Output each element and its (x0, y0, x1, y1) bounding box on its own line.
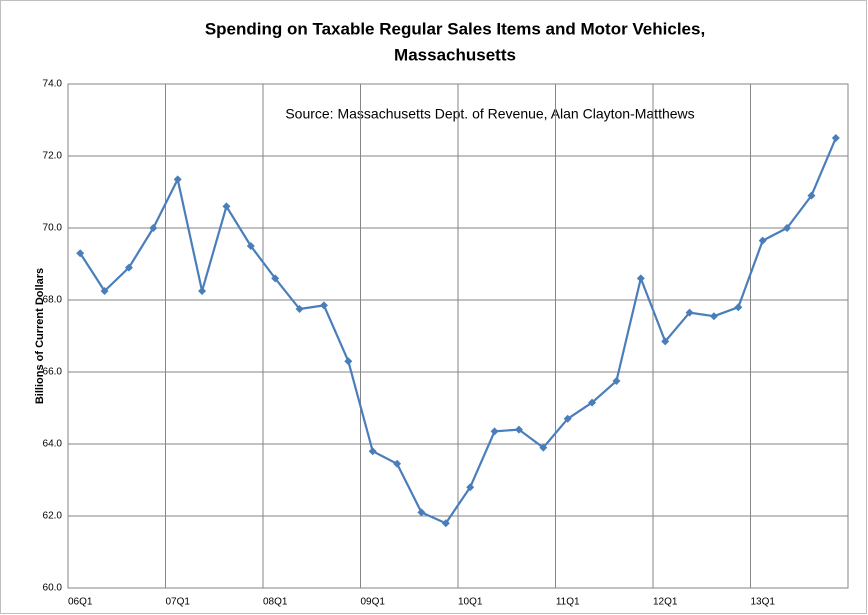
marker (246, 242, 255, 250)
x-tick-label: 09Q1 (360, 597, 385, 608)
marker (368, 447, 377, 456)
plot-border (67, 83, 849, 589)
line (79, 137, 837, 525)
marker (636, 274, 645, 283)
chart-title: Massachusetts (394, 45, 516, 64)
marker (222, 202, 231, 211)
marker (758, 236, 767, 245)
marker (734, 303, 743, 312)
marker (149, 224, 158, 232)
y-axis-label: Billions of Current Dollars (34, 268, 46, 404)
y-tick-label: 70.0 (43, 223, 63, 234)
marker (344, 357, 353, 366)
y-tick-label: 68.0 (43, 295, 63, 306)
marker (490, 427, 499, 436)
marker (685, 308, 694, 317)
marker (198, 287, 207, 295)
x-tick-label: 13Q1 (750, 597, 775, 608)
x-tick-label: 11Q1 (556, 597, 580, 608)
marker (319, 301, 328, 310)
marker (563, 414, 572, 423)
x-tick-label: 07Q1 (165, 597, 190, 608)
x-tick-label: 06Q1 (68, 597, 93, 608)
marker (661, 337, 670, 346)
y-tick-label: 66.0 (43, 367, 63, 378)
marker (612, 377, 621, 385)
y-tick-label: 62.0 (43, 511, 63, 522)
marker (807, 191, 816, 200)
marker (539, 443, 548, 452)
x-tick-label: 10Q1 (458, 597, 483, 608)
x-tick-label: 12Q1 (653, 597, 678, 608)
marker (441, 519, 450, 528)
marker (124, 263, 133, 272)
marker (831, 134, 840, 142)
y-tick-label: 60.0 (43, 583, 63, 594)
x-tick-label: 08Q1 (263, 597, 288, 608)
y-tick-label: 72.0 (43, 151, 63, 162)
marker (514, 425, 523, 434)
chart-title: Spending on Taxable Regular Sales Items … (205, 19, 705, 38)
marker (100, 287, 109, 295)
marker (709, 312, 718, 321)
marker (173, 175, 182, 184)
marker (295, 305, 304, 313)
y-tick-label: 64.0 (43, 439, 63, 450)
annotation: Source: Massachusetts Dept. of Revenue, … (285, 106, 694, 122)
y-tick-label: 74.0 (43, 79, 63, 90)
marker (588, 398, 597, 407)
marker (783, 224, 792, 232)
marker (417, 508, 426, 517)
marker (393, 459, 402, 468)
marker (466, 483, 475, 492)
marker (76, 249, 85, 258)
marker (271, 274, 280, 283)
